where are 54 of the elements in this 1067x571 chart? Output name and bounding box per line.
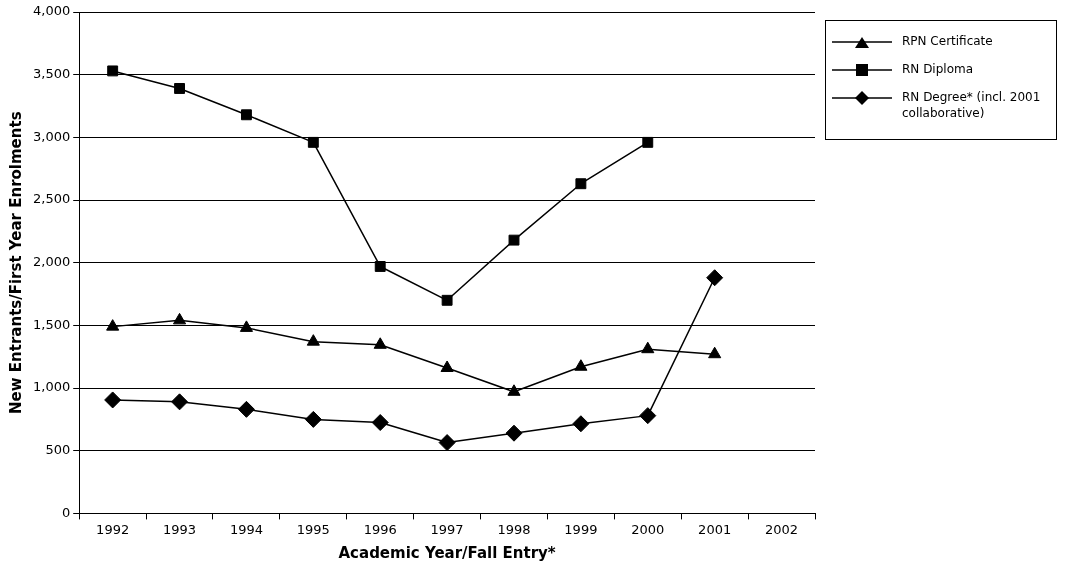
y-tick-label: 3,500 [33, 66, 71, 82]
x-tick-label: 1996 [363, 521, 397, 537]
x-tick-label: 2000 [631, 521, 665, 537]
legend-label: RPN Certificate [902, 33, 993, 49]
point [107, 65, 119, 77]
x-tick-label: 1995 [296, 521, 330, 537]
point [438, 434, 456, 452]
x-tick-label: 1997 [430, 521, 464, 537]
y-tick-label: 500 [45, 442, 71, 458]
point [641, 341, 655, 354]
legend-label: RN Degree* (incl. 2001 collaborative) [902, 89, 1042, 121]
point [508, 234, 520, 246]
point [639, 407, 657, 425]
point [106, 319, 120, 331]
point [304, 410, 322, 428]
point [306, 334, 320, 346]
x-tick-label: 1999 [564, 521, 598, 537]
point [240, 109, 252, 121]
point [104, 391, 122, 409]
point [575, 178, 587, 190]
point [307, 136, 319, 148]
point [371, 414, 389, 432]
x-tick-label: 1992 [96, 521, 130, 537]
point [507, 384, 521, 396]
x-tick-label: 1994 [229, 521, 263, 537]
point [373, 337, 387, 349]
x-tick-label: 1993 [163, 521, 197, 537]
point [706, 269, 724, 287]
point [239, 320, 253, 332]
x-tick-label: 2002 [765, 521, 799, 537]
point [505, 424, 523, 442]
y-tick-label: 1,500 [33, 316, 71, 332]
point [374, 261, 386, 272]
point [642, 136, 654, 148]
y-tick-label: 2,500 [33, 191, 71, 207]
y-axis-title: New Entrants/First Year Enrolments [6, 111, 25, 414]
point [572, 415, 590, 433]
y-tick-label: 2,000 [33, 254, 71, 270]
x-tick-label: 1998 [497, 521, 531, 537]
point [237, 400, 255, 418]
legend-label: RN Diploma [902, 61, 974, 77]
point [172, 312, 187, 325]
y-tick-label: 4,000 [33, 3, 71, 19]
point [440, 360, 454, 372]
point [441, 294, 453, 306]
point [171, 393, 189, 411]
y-tick-label: 0 [61, 504, 71, 520]
point [574, 359, 588, 371]
y-tick-label: 1,000 [33, 379, 71, 395]
point [174, 83, 185, 94]
x-tick-label: 2001 [698, 521, 732, 537]
y-tick-label: 3,000 [33, 128, 71, 144]
point [708, 346, 722, 359]
x-axis-title: Academic Year/Fall Entry* [338, 543, 556, 562]
